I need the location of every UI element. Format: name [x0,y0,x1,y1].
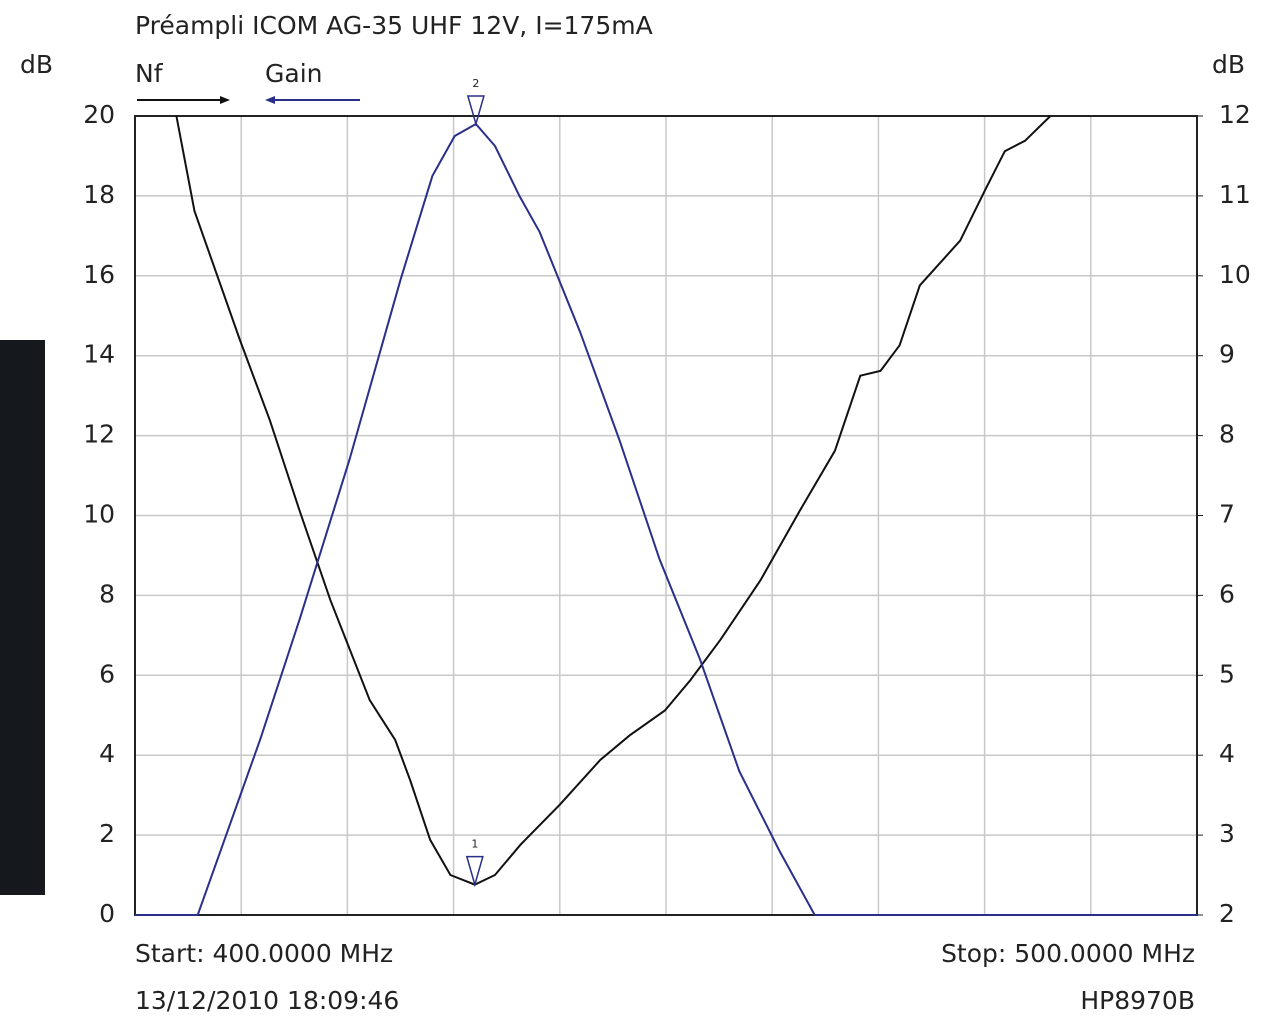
y-tick-label: 16 [83,260,115,289]
plot-frame [134,115,1198,916]
y2-tick-label: 10 [1219,260,1251,289]
y-tick-label: 6 [99,659,115,688]
marker [465,855,484,888]
y-tick-label: 4 [99,739,115,768]
series-line [175,115,1052,886]
y-tick-label: 14 [83,340,115,369]
y2-tick-label: 12 [1219,100,1251,129]
y2-tick-label: 8 [1219,420,1235,449]
y2-tick-label: 11 [1219,180,1251,209]
y2-tick-label: 6 [1219,579,1235,608]
y2-tick-label: 3 [1219,819,1235,848]
marker-label: 2 [472,77,479,90]
y2-axis-label: dB [1212,50,1245,79]
legend-arrow-head [265,96,275,104]
y-tick-label: 10 [83,500,115,529]
marker [466,95,485,127]
y-tick-label: 8 [99,579,115,608]
y2-tick-label: 4 [1219,739,1235,768]
legend-label: Gain [265,59,322,88]
y2-tick-label: 7 [1219,500,1235,529]
instrument: HP8970B [1080,986,1195,1015]
y-tick-label: 12 [83,420,115,449]
marker-label: 1 [471,838,478,851]
timestamp: 13/12/2010 18:09:46 [135,986,399,1015]
y-tick-label: 2 [99,819,115,848]
y2-tick-label: 9 [1219,340,1235,369]
legend-label: Nf [135,59,164,88]
photo-fragment [0,340,45,895]
start-label: Start: 400.0000 MHz [135,939,393,968]
legend-arrow-head [220,96,230,104]
y2-tick-label: 5 [1219,659,1235,688]
stop-label: Stop: 500.0000 MHz [941,939,1195,968]
y-tick-label: 18 [83,180,115,209]
y-tick-label: 20 [83,100,115,129]
chart-title: Préampli ICOM AG-35 UHF 12V, I=175mA [135,11,653,40]
y2-tick-label: 2 [1219,899,1235,928]
y-tick-label: 0 [99,899,115,928]
y-axis-label: dB [20,50,53,79]
series-line [135,122,1197,916]
